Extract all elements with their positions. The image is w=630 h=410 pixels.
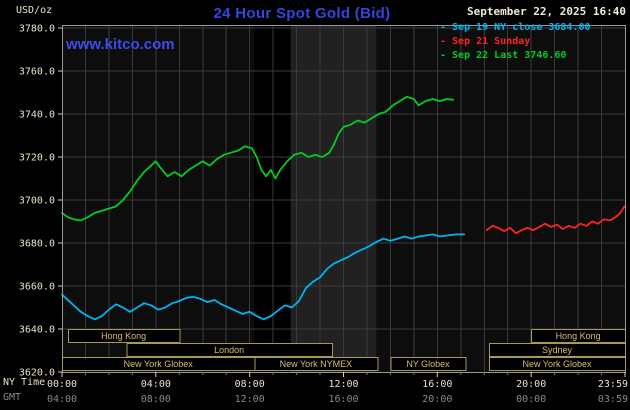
x-axis-tick-label-ny: 04:00 [141, 379, 171, 390]
chart-title: 24 Hour Spot Gold (Bid) [213, 5, 391, 22]
x-axis-tick-label-gmt: 04:00 [47, 394, 77, 405]
legend-marker: - [440, 22, 447, 33]
x-axis-tick-label-ny: 00:00 [47, 379, 77, 390]
session-label: New York Globex [522, 359, 592, 369]
y-axis-tick-label: 3720.0 [19, 153, 55, 164]
y-axis-tick-label: 3680.0 [19, 239, 55, 250]
legend-item: - Sep 21 Sunday [440, 36, 531, 47]
y-axis-tick-label: 3660.0 [19, 282, 55, 293]
x-axis-tick-label-gmt: 16:00 [328, 394, 358, 405]
session-box [390, 357, 467, 371]
x-axis-tick-label-gmt: 08:00 [141, 394, 171, 405]
session-box [488, 357, 626, 371]
session-box [254, 357, 379, 371]
y-axis-tick-label: 3700.0 [19, 196, 55, 207]
ny-time-axis-label: NY Time [3, 377, 46, 388]
x-axis-tick-label-ny: 20:00 [516, 379, 546, 390]
y-axis-tick-label: 3640.0 [19, 325, 55, 336]
x-axis-tick-label-ny: 16:00 [422, 379, 452, 390]
x-axis-tick-label-gmt: 00:00 [516, 394, 546, 405]
x-axis-tick-label-ny: 23:59 [598, 379, 628, 390]
x-axis-tick-label-gmt: 12:00 [235, 394, 265, 405]
kitco-watermark-link[interactable]: www.kitco.com [66, 36, 175, 53]
series-line-sep22 [61, 95, 455, 222]
legend-marker: - [440, 50, 447, 61]
y-axis-tick-label: 3760.0 [19, 67, 55, 78]
session-box [126, 343, 333, 357]
session-box [488, 343, 626, 357]
y-axis-tick-label: 3740.0 [19, 110, 55, 121]
series-line-sep21 [485, 205, 626, 235]
y-axis-tick-label: 3780.0 [19, 24, 55, 35]
x-axis-tick-label-gmt: 03:59 [598, 394, 628, 405]
session-label: Sydney [542, 345, 573, 355]
market-hours-band [290, 25, 377, 372]
x-axis-tick-label-ny: 08:00 [235, 379, 265, 390]
x-axis-tick-label-ny: 12:00 [328, 379, 358, 390]
session-label: New York NYMEX [280, 359, 353, 369]
legend-item: - Sep 19 NY close 3684.00 [440, 22, 591, 33]
gmt-axis-label: GMT [3, 392, 22, 403]
session-label: NY Globex [406, 359, 450, 369]
y-axis-tick-label: 3620.0 [19, 368, 55, 379]
units-label: USD/oz [16, 5, 53, 16]
session-label: Hong Kong [556, 331, 601, 341]
market-hours-band [254, 25, 291, 372]
session-label: Hong Kong [101, 331, 146, 341]
legend-marker: - [440, 36, 447, 47]
session-label: New York Globex [124, 359, 194, 369]
legend: - Sep 19 NY close 3684.00 - Sep 21 Sunday - S… [440, 21, 591, 63]
session-box [531, 329, 627, 343]
session-label: London [214, 345, 244, 355]
session-box [67, 329, 181, 343]
legend-item: - Sep 22 Last 3746.60 [440, 50, 567, 61]
series-line-sep19 [61, 233, 466, 321]
datetime-label: September 22, 2025 16:40 [467, 5, 626, 18]
x-axis-tick-label-gmt: 20:00 [422, 394, 452, 405]
